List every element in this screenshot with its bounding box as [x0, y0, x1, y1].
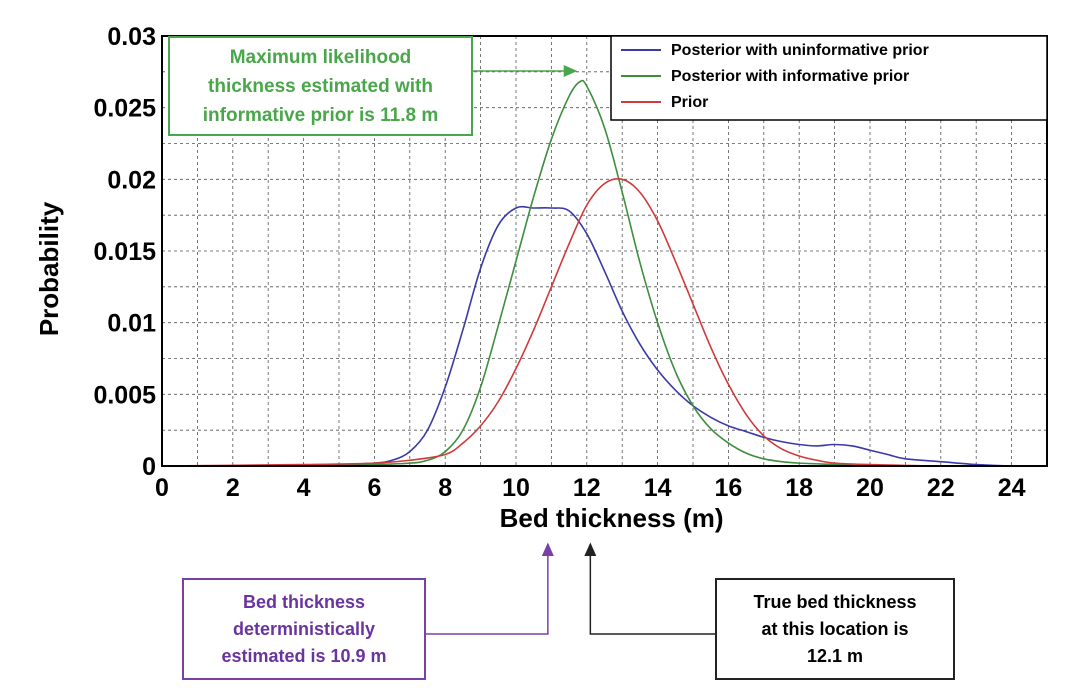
x-axis-label: Bed thickness (m) [500, 503, 724, 533]
series-line-0 [162, 205, 1047, 467]
y-tick-label: 0.025 [93, 95, 156, 123]
y-tick-label: 0.005 [93, 381, 156, 409]
annotation-line: thickness estimated with [208, 75, 433, 97]
legend-entry: Posterior with informative prior [671, 68, 909, 85]
y-tick-label: 0.02 [107, 166, 156, 194]
x-tick-label: 14 [644, 474, 672, 502]
annotation-max-likelihood: Maximum likelihood thickness estimated w… [168, 36, 473, 136]
legend-box [610, 35, 1048, 121]
x-tick-label: 18 [785, 474, 813, 502]
annotation-deterministic: Bed thickness deterministically estimate… [182, 578, 426, 680]
series-line-2 [161, 177, 1047, 467]
x-tick-label: 16 [714, 474, 742, 502]
x-tick-label: 24 [998, 474, 1026, 502]
x-tick-label: 8 [438, 474, 452, 502]
annotation-arrows [426, 65, 715, 635]
annotation-line: 12.1 m [806, 645, 864, 666]
y-tick-label: 0.03 [107, 23, 156, 51]
legend-entry: Posterior with uninformative prior [671, 42, 929, 59]
arrow-deterministic [426, 542, 554, 635]
x-tick-label: 22 [927, 474, 955, 502]
annotation-true-thickness: True bed thickness at this location is 1… [715, 578, 955, 680]
x-ticks: 0 2 4 6 8 10 12 14 16 18 20 22 24 [155, 474, 1026, 502]
series-line-1 [162, 79, 1047, 467]
y-ticks: 0 0.005 0.01 0.015 0.02 0.025 0.03 [93, 23, 156, 481]
annotation-line: at this location is [761, 618, 909, 639]
arrow-true-thickness [584, 542, 715, 635]
x-tick-label: 10 [502, 474, 530, 502]
series-group [161, 79, 1047, 467]
x-tick-label: 0 [155, 474, 169, 502]
legend-entry: Prior [671, 94, 708, 111]
plot-frame [161, 35, 1048, 467]
y-tick-label: 0.015 [93, 238, 156, 266]
y-axis-label: Probability [34, 201, 64, 336]
x-tick-label: 6 [367, 474, 381, 502]
annotation-line: deterministically [232, 618, 376, 639]
annotation-line: estimated is 10.9 m [221, 645, 387, 666]
annotation-line: informative prior is 11.8 m [202, 104, 439, 126]
annotation-line: Maximum likelihood [229, 46, 412, 68]
legend: Posterior with uninformative prior Poster… [610, 35, 1048, 121]
y-tick-label: 0 [142, 453, 156, 481]
x-tick-label: 4 [297, 474, 311, 502]
annotation-line: True bed thickness [753, 591, 917, 612]
x-tick-label: 2 [226, 474, 240, 502]
annotation-line: Bed thickness [242, 591, 366, 612]
x-tick-label: 12 [573, 474, 601, 502]
x-tick-label: 20 [856, 474, 884, 502]
y-tick-label: 0.01 [107, 310, 156, 338]
